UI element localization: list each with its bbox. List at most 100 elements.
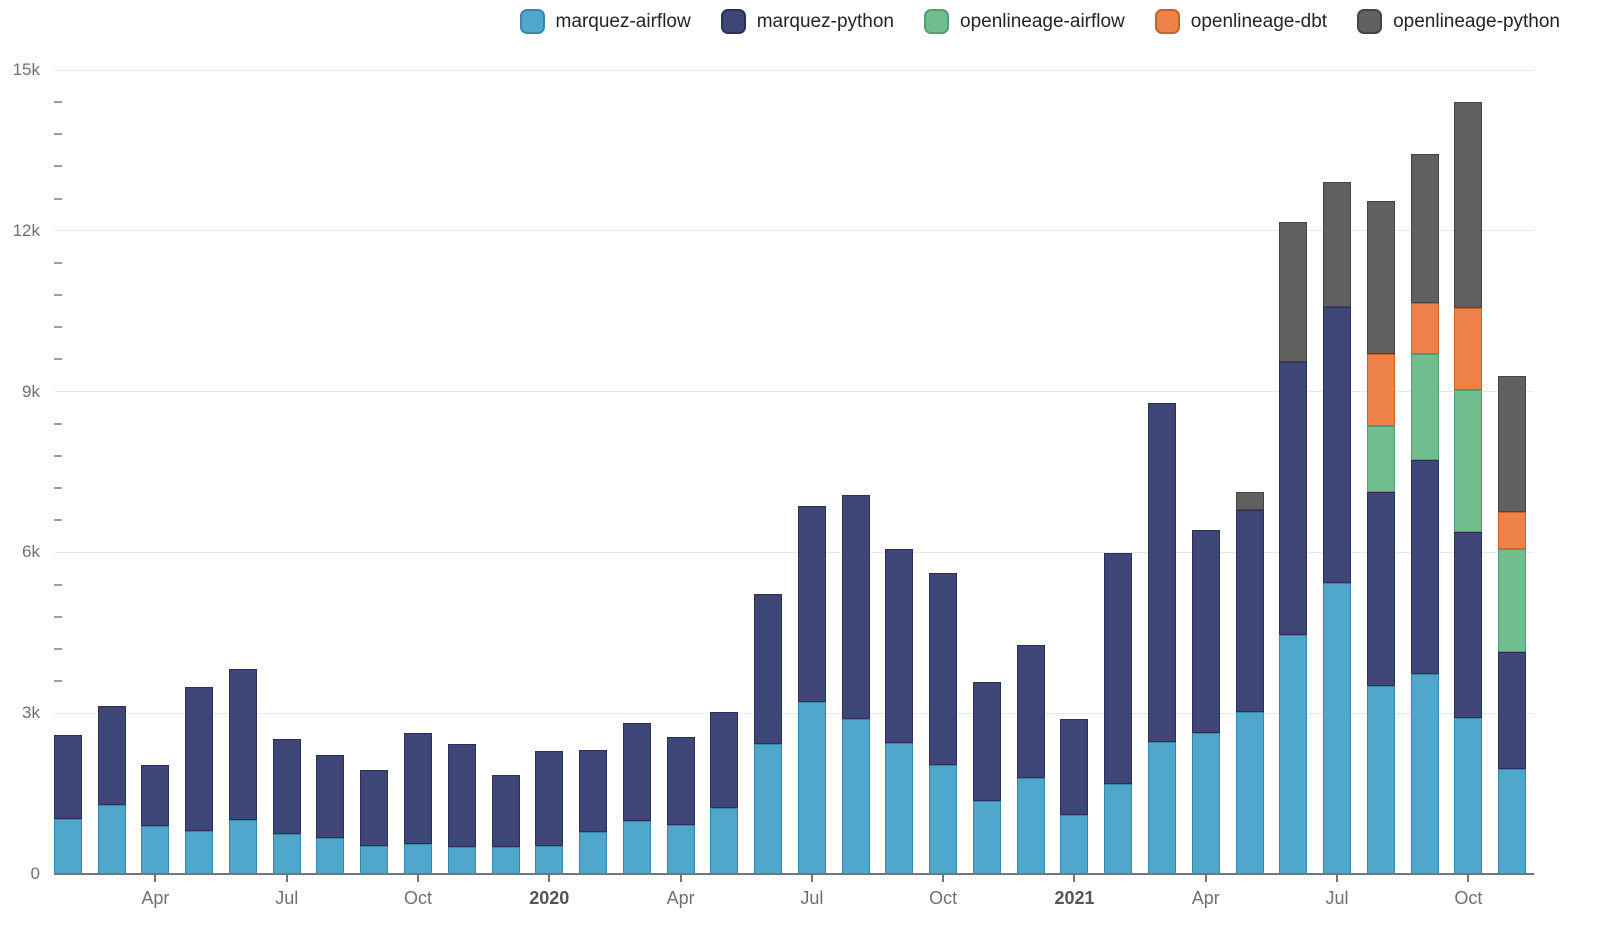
bar-dec-2019[interactable]	[491, 775, 520, 874]
bar-segment-marquez-airflow[interactable]	[53, 818, 82, 874]
bar-aug-2020[interactable]	[841, 495, 870, 874]
bar-segment-openlineage-airflow[interactable]	[1454, 390, 1483, 532]
bar-segment-marquez-airflow[interactable]	[972, 800, 1001, 874]
bar-segment-marquez-python[interactable]	[885, 549, 914, 744]
bar-segment-marquez-airflow[interactable]	[535, 845, 564, 874]
bar-sep-2020[interactable]	[885, 549, 914, 874]
bar-segment-marquez-python[interactable]	[1454, 531, 1483, 719]
bar-segment-marquez-airflow[interactable]	[1104, 783, 1133, 874]
legend-item-openlineage-airflow[interactable]: openlineage-airflow	[924, 9, 1125, 34]
bar-segment-marquez-python[interactable]	[404, 732, 432, 844]
bar-jul-2020[interactable]	[797, 506, 826, 874]
bar-mar-2019[interactable]	[97, 706, 126, 874]
bar-oct-2019[interactable]	[404, 732, 432, 874]
bar-segment-marquez-python[interactable]	[622, 723, 651, 821]
bar-segment-marquez-airflow[interactable]	[929, 764, 958, 874]
bar-segment-marquez-python[interactable]	[1148, 403, 1176, 742]
bar-segment-marquez-airflow[interactable]	[666, 824, 695, 874]
bar-segment-openlineage-dbt[interactable]	[1454, 308, 1483, 391]
bar-segment-marquez-airflow[interactable]	[316, 838, 345, 874]
bar-segment-marquez-airflow[interactable]	[1323, 582, 1352, 874]
bar-segment-marquez-python[interactable]	[97, 706, 126, 806]
bar-oct-2020[interactable]	[929, 573, 958, 874]
legend-item-openlineage-dbt[interactable]: openlineage-dbt	[1154, 9, 1327, 34]
bar-may-2019[interactable]	[185, 686, 214, 874]
bar-segment-marquez-python[interactable]	[53, 734, 82, 819]
bar-segment-marquez-airflow[interactable]	[710, 808, 739, 874]
bar-jul-2019[interactable]	[272, 739, 301, 874]
bar-segment-marquez-airflow[interactable]	[1148, 741, 1176, 874]
bar-segment-marquez-python[interactable]	[797, 506, 826, 702]
bar-apr-2021[interactable]	[1191, 529, 1220, 874]
bar-segment-marquez-python[interactable]	[1191, 529, 1220, 733]
bar-segment-openlineage-python[interactable]	[1235, 491, 1264, 511]
bar-segment-marquez-airflow[interactable]	[404, 843, 432, 874]
bar-segment-marquez-python[interactable]	[141, 764, 170, 826]
bar-nov-2021[interactable]	[1498, 376, 1527, 874]
bar-segment-marquez-python[interactable]	[228, 668, 257, 821]
bar-sep-2021[interactable]	[1410, 153, 1439, 874]
bar-segment-marquez-python[interactable]	[316, 755, 345, 839]
bar-may-2020[interactable]	[710, 711, 739, 874]
bar-jun-2021[interactable]	[1279, 222, 1308, 874]
bar-segment-marquez-python[interactable]	[710, 711, 739, 809]
bar-feb-2019[interactable]	[53, 734, 82, 874]
bar-mar-2021[interactable]	[1148, 403, 1176, 874]
bar-jun-2020[interactable]	[754, 594, 783, 874]
bar-segment-marquez-airflow[interactable]	[141, 825, 170, 874]
bar-segment-marquez-airflow[interactable]	[360, 846, 389, 874]
bar-apr-2020[interactable]	[666, 737, 695, 874]
bar-segment-marquez-airflow[interactable]	[272, 833, 301, 874]
bar-segment-marquez-airflow[interactable]	[1016, 778, 1045, 874]
bar-segment-marquez-python[interactable]	[272, 739, 301, 834]
bar-sep-2019[interactable]	[360, 769, 389, 874]
bar-segment-marquez-airflow[interactable]	[1235, 712, 1264, 874]
bar-segment-marquez-airflow[interactable]	[1060, 814, 1089, 874]
bar-segment-marquez-python[interactable]	[1366, 492, 1395, 687]
bar-segment-marquez-python[interactable]	[1323, 306, 1352, 583]
bar-segment-marquez-python[interactable]	[1104, 553, 1133, 784]
bar-segment-marquez-python[interactable]	[1060, 719, 1089, 815]
bar-segment-marquez-airflow[interactable]	[754, 743, 783, 874]
bar-nov-2019[interactable]	[447, 743, 476, 874]
bar-segment-marquez-python[interactable]	[1279, 361, 1308, 635]
bar-feb-2021[interactable]	[1104, 553, 1133, 874]
bar-apr-2019[interactable]	[141, 764, 170, 874]
bar-segment-marquez-airflow[interactable]	[491, 846, 520, 874]
bar-segment-openlineage-python[interactable]	[1366, 200, 1395, 354]
bar-segment-marquez-python[interactable]	[447, 743, 476, 848]
bar-segment-marquez-python[interactable]	[1410, 459, 1439, 675]
bar-segment-marquez-airflow[interactable]	[447, 847, 476, 874]
bar-segment-marquez-airflow[interactable]	[185, 830, 214, 874]
bar-segment-marquez-airflow[interactable]	[579, 831, 608, 874]
bar-nov-2020[interactable]	[972, 682, 1001, 874]
bar-jun-2019[interactable]	[228, 668, 257, 874]
bar-segment-marquez-python[interactable]	[1016, 645, 1045, 779]
bar-segment-openlineage-dbt[interactable]	[1410, 303, 1439, 354]
bar-segment-openlineage-dbt[interactable]	[1498, 512, 1527, 550]
bar-segment-marquez-python[interactable]	[972, 682, 1001, 801]
bar-segment-openlineage-python[interactable]	[1498, 376, 1527, 513]
bar-feb-2020[interactable]	[579, 749, 608, 874]
bar-segment-openlineage-python[interactable]	[1279, 222, 1308, 362]
bar-segment-marquez-python[interactable]	[491, 775, 520, 847]
bar-segment-marquez-python[interactable]	[841, 495, 870, 719]
bar-segment-marquez-python[interactable]	[535, 750, 564, 846]
bar-segment-marquez-python[interactable]	[754, 594, 783, 744]
bar-segment-openlineage-dbt[interactable]	[1366, 353, 1395, 426]
bar-segment-marquez-airflow[interactable]	[97, 805, 126, 874]
bar-segment-marquez-airflow[interactable]	[1498, 769, 1527, 874]
bar-aug-2019[interactable]	[316, 755, 345, 874]
bar-segment-marquez-python[interactable]	[929, 573, 958, 765]
bar-jan-2021[interactable]	[1060, 719, 1089, 874]
bar-segment-marquez-python[interactable]	[185, 686, 214, 831]
bar-jan-2020[interactable]	[535, 750, 564, 874]
bar-segment-marquez-airflow[interactable]	[1279, 634, 1308, 874]
bar-segment-marquez-airflow[interactable]	[1454, 718, 1483, 874]
bar-dec-2020[interactable]	[1016, 645, 1045, 874]
bar-segment-marquez-python[interactable]	[1498, 652, 1527, 770]
bar-segment-marquez-airflow[interactable]	[1191, 732, 1220, 874]
bar-segment-marquez-airflow[interactable]	[797, 701, 826, 874]
bar-segment-openlineage-python[interactable]	[1454, 102, 1483, 309]
bar-segment-marquez-airflow[interactable]	[885, 743, 914, 874]
